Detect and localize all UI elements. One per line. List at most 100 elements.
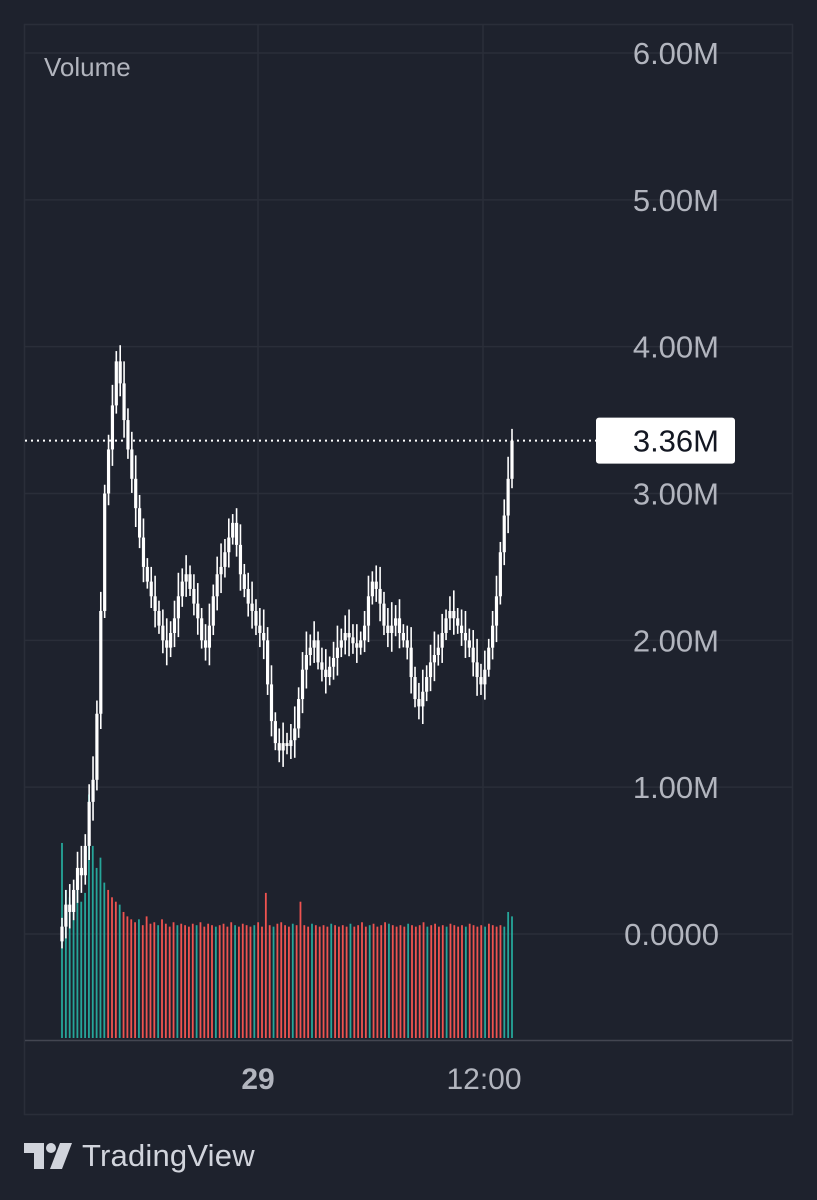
volume-bar xyxy=(307,926,310,1038)
volume-bar xyxy=(311,923,313,1038)
volume-bar xyxy=(145,916,148,1038)
panel-label: Volume xyxy=(44,52,131,82)
candle-body xyxy=(258,625,262,633)
volume-bar xyxy=(218,925,221,1038)
candle-body xyxy=(277,743,281,751)
candle-body xyxy=(207,625,212,648)
volume-bar xyxy=(353,926,356,1038)
volume-bar xyxy=(430,925,433,1038)
volume-bar xyxy=(230,922,233,1038)
volume-bar xyxy=(384,922,386,1038)
volume-bar xyxy=(449,923,452,1038)
volume-bar xyxy=(284,925,286,1038)
candle-body xyxy=(413,677,417,700)
candle-body xyxy=(487,647,491,670)
volume-bar xyxy=(499,925,502,1038)
volume-bar xyxy=(138,919,140,1038)
candle-body xyxy=(254,610,258,626)
volume-bar xyxy=(357,925,360,1038)
candle-body xyxy=(211,596,215,626)
candle-body xyxy=(75,867,80,890)
volume-bar xyxy=(164,923,167,1038)
candle-body xyxy=(231,522,235,538)
candle-body xyxy=(281,743,285,751)
candle-body xyxy=(432,655,437,663)
volume-bar xyxy=(334,925,336,1038)
tradingview-logo-icon xyxy=(24,1143,72,1169)
volume-bar xyxy=(184,925,186,1038)
volume-bar xyxy=(88,794,90,1038)
candle-body xyxy=(386,625,390,633)
volume-bar xyxy=(199,922,202,1038)
candle-body xyxy=(293,728,297,741)
volume-bar xyxy=(422,922,425,1038)
candle-body xyxy=(269,684,274,722)
candle-body xyxy=(137,508,142,538)
candle-body xyxy=(498,552,502,597)
candle-body xyxy=(510,440,514,479)
volume-bar xyxy=(188,926,190,1038)
volume-bar xyxy=(253,925,256,1038)
y-tick-label: 0.0000 xyxy=(624,917,719,952)
candle-body xyxy=(374,581,378,589)
volume-bar xyxy=(495,926,498,1038)
candle-body xyxy=(362,625,367,641)
candle-body xyxy=(366,596,371,626)
volume-bar xyxy=(64,889,67,1038)
volume-bar xyxy=(211,925,213,1038)
volume-bar xyxy=(503,926,506,1038)
price-tag[interactable]: 3.36M xyxy=(596,417,735,464)
volume-bar xyxy=(434,923,436,1038)
price-tag-box xyxy=(596,417,735,464)
candle-body xyxy=(463,632,468,641)
volume-bar xyxy=(345,926,348,1038)
candle-body xyxy=(215,574,219,597)
candle-body xyxy=(68,904,72,912)
volume-bar xyxy=(264,892,267,1038)
volume-bar xyxy=(399,925,402,1038)
candle-body xyxy=(203,640,208,648)
candle-body xyxy=(266,640,270,685)
y-tick-label: 4.00M xyxy=(633,330,719,365)
volume-bar xyxy=(326,926,329,1038)
volume-bar xyxy=(288,926,290,1038)
volume-bar xyxy=(314,925,317,1038)
volume-bar xyxy=(234,925,236,1038)
tradingview-brand[interactable]: TradingView xyxy=(24,1138,255,1174)
candle-body xyxy=(91,779,95,802)
candle-body xyxy=(180,581,184,597)
volume-bar xyxy=(461,925,463,1038)
volume-bar xyxy=(295,925,298,1038)
volume-bar xyxy=(480,925,483,1038)
volume-bar xyxy=(364,926,367,1038)
candle-body xyxy=(448,610,452,619)
candle-body xyxy=(64,904,68,927)
volume-bar xyxy=(91,845,94,1038)
candle-body xyxy=(459,625,464,633)
candle-body xyxy=(289,740,293,747)
y-tick-label: 6.00M xyxy=(633,36,719,71)
candle-body xyxy=(440,632,444,648)
candle-body xyxy=(234,522,239,545)
volume-bar xyxy=(395,926,398,1038)
candle-body xyxy=(471,647,475,663)
candle-body xyxy=(300,669,305,700)
candle-body xyxy=(355,643,359,648)
candle-body xyxy=(502,515,506,553)
volume-bar xyxy=(453,925,456,1038)
y-axis: 6.00M 5.00M 4.00M 3.00M 2.00M 1.00M 0.0000 xyxy=(624,36,719,952)
volume-bar xyxy=(153,922,156,1038)
candle-body xyxy=(114,361,118,406)
volume-bar xyxy=(464,926,467,1038)
volume-bar xyxy=(318,926,321,1038)
candle-body xyxy=(262,632,266,641)
candle-body xyxy=(161,625,165,641)
candle-body xyxy=(382,603,386,626)
volume-bar xyxy=(388,923,390,1038)
candle-body xyxy=(134,478,138,509)
volume-bar xyxy=(476,926,479,1038)
candle-body xyxy=(479,677,483,685)
volume-bar xyxy=(149,923,152,1038)
candle-body xyxy=(130,449,134,479)
